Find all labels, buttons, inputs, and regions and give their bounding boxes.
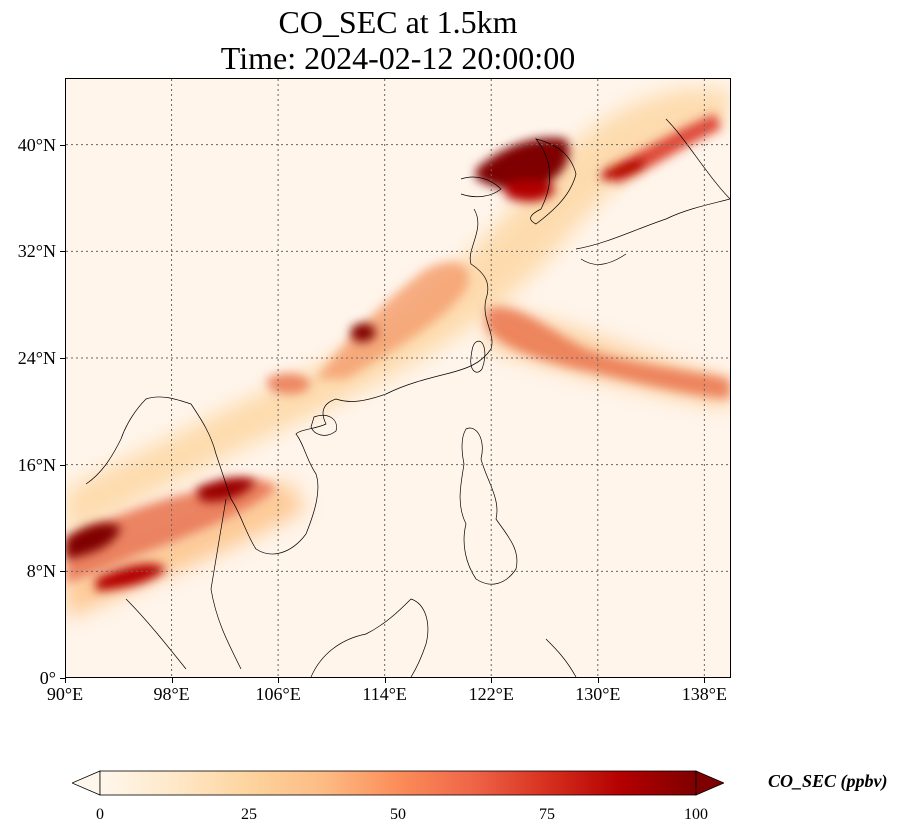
title-time: Time: 2024-02-12 20:00:00 bbox=[220, 40, 576, 76]
lon-tick-label: 130°E bbox=[575, 684, 621, 704]
lat-tick-label: 16°N bbox=[17, 454, 56, 475]
lon-tick-mark bbox=[171, 678, 173, 683]
lat-tick-mark bbox=[60, 571, 65, 573]
lat-tick-label: 8°N bbox=[26, 561, 56, 582]
concentration-field bbox=[66, 89, 730, 619]
lon-tick-label: 122°E bbox=[468, 684, 514, 704]
lon-tick-label: 114°E bbox=[362, 684, 407, 704]
lat-tick-label: 40°N bbox=[17, 134, 56, 155]
colorbar bbox=[72, 770, 724, 796]
lon-tick-label: 138°E bbox=[681, 684, 727, 704]
colorbar-tick-label: 50 bbox=[390, 806, 406, 823]
map-title: CO_SEC at 1.5km Time: 2024-02-12 20:00:0… bbox=[65, 4, 731, 76]
coastlines bbox=[85, 118, 730, 677]
graticule bbox=[66, 79, 730, 677]
lon-tick-mark bbox=[384, 678, 386, 683]
lon-tick-mark bbox=[597, 678, 599, 683]
map-canvas bbox=[66, 79, 730, 677]
colorbar-extend-low bbox=[72, 770, 101, 796]
colorbar-tick-label: 25 bbox=[241, 806, 257, 823]
lat-tick-label: 32°N bbox=[17, 241, 56, 262]
colorbar-tick-label: 0 bbox=[96, 806, 104, 823]
lat-tick-mark bbox=[60, 678, 65, 679]
lat-tick-mark bbox=[60, 464, 65, 466]
lon-tick-label: 90°E bbox=[46, 684, 84, 704]
lat-tick-mark bbox=[60, 358, 65, 359]
lon-tick-mark bbox=[65, 678, 66, 683]
lon-tick-mark bbox=[278, 678, 280, 683]
lon-tick-mark bbox=[491, 678, 493, 683]
map-panel[interactable] bbox=[65, 78, 731, 678]
lat-tick-label: 0° bbox=[39, 668, 56, 688]
lon-tick-label: 106°E bbox=[255, 684, 301, 704]
lon-tick-mark bbox=[704, 678, 706, 683]
title-variable: CO_SEC at 1.5km bbox=[278, 4, 518, 40]
colorbar-body bbox=[99, 770, 697, 796]
lat-tick-mark bbox=[60, 251, 65, 253]
colorbar-tick-label: 100 bbox=[684, 806, 708, 823]
lat-tick-mark bbox=[60, 144, 65, 146]
colorbar-extend-high bbox=[695, 770, 724, 796]
colorbar-label: CO_SEC (ppbv) bbox=[768, 771, 888, 791]
lat-tick-label: 24°N bbox=[17, 348, 56, 368]
colorbar-tick-label: 75 bbox=[539, 806, 555, 823]
lon-tick-label: 98°E bbox=[153, 684, 190, 704]
